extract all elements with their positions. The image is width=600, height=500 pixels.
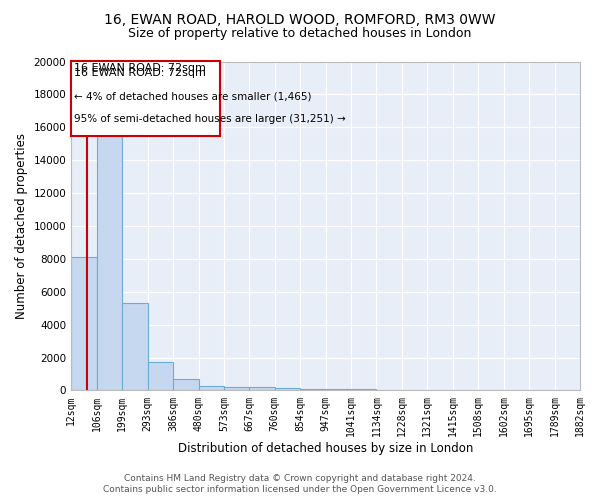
Bar — [97, 120, 122, 390]
Bar — [275, 388, 300, 390]
Bar — [199, 386, 224, 390]
Bar — [250, 387, 275, 390]
Text: 16, EWAN ROAD, HAROLD WOOD, ROMFORD, RM3 0WW: 16, EWAN ROAD, HAROLD WOOD, ROMFORD, RM3… — [104, 12, 496, 26]
Y-axis label: Number of detached properties: Number of detached properties — [15, 133, 28, 319]
Text: 16 EWAN ROAD: 72sqm: 16 EWAN ROAD: 72sqm — [74, 63, 206, 73]
Text: 16 EWAN ROAD: 72sqm: 16 EWAN ROAD: 72sqm — [74, 68, 206, 78]
Bar — [148, 362, 173, 390]
Text: Size of property relative to detached houses in London: Size of property relative to detached ho… — [128, 28, 472, 40]
Text: Contains HM Land Registry data © Crown copyright and database right 2024.
Contai: Contains HM Land Registry data © Crown c… — [103, 474, 497, 494]
Bar — [300, 388, 326, 390]
Bar — [224, 387, 250, 390]
Text: ← 4% of detached houses are smaller (1,465): ← 4% of detached houses are smaller (1,4… — [74, 91, 311, 101]
Bar — [122, 304, 148, 390]
X-axis label: Distribution of detached houses by size in London: Distribution of detached houses by size … — [178, 442, 473, 455]
Bar — [173, 379, 199, 390]
Bar — [71, 62, 220, 136]
Bar — [71, 257, 97, 390]
Bar — [326, 389, 351, 390]
Text: 95% of semi-detached houses are larger (31,251) →: 95% of semi-detached houses are larger (… — [74, 114, 346, 124]
